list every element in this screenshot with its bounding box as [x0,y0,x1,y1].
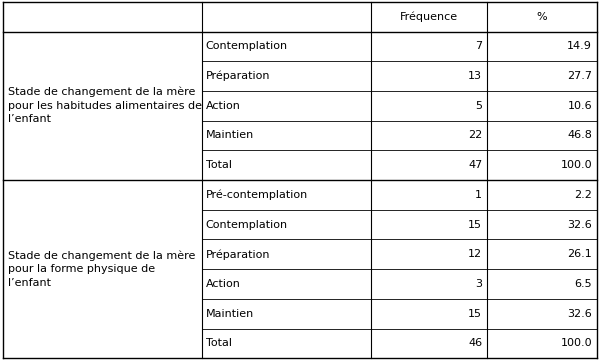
Text: Total: Total [206,338,232,348]
Text: Stade de changement de la mère: Stade de changement de la mère [8,87,195,97]
Text: Total: Total [206,160,232,170]
Text: 32.6: 32.6 [568,309,592,319]
Text: Contemplation: Contemplation [206,41,288,51]
Text: 1: 1 [475,190,482,200]
Text: 6.5: 6.5 [575,279,592,289]
Text: Maintien: Maintien [206,130,254,140]
Text: 47: 47 [468,160,482,170]
Text: 100.0: 100.0 [560,160,592,170]
Text: Action: Action [206,279,241,289]
Text: Maintien: Maintien [206,309,254,319]
Text: pour les habitudes alimentaires de: pour les habitudes alimentaires de [8,101,202,111]
Text: 32.6: 32.6 [568,220,592,230]
Text: 5: 5 [475,101,482,111]
Text: 13: 13 [469,71,482,81]
Text: 22: 22 [468,130,482,140]
Text: 46.8: 46.8 [568,130,592,140]
Text: Fréquence: Fréquence [400,12,458,22]
Text: 7: 7 [475,41,482,51]
Text: l’enfant: l’enfant [8,114,51,125]
Text: Préparation: Préparation [206,249,270,260]
Text: 100.0: 100.0 [560,338,592,348]
Text: 10.6: 10.6 [568,101,592,111]
Text: 3: 3 [475,279,482,289]
Text: Contemplation: Contemplation [206,220,288,230]
Text: 2.2: 2.2 [574,190,592,200]
Text: pour la forme physique de: pour la forme physique de [8,264,155,274]
Text: 15: 15 [469,309,482,319]
Text: 26.1: 26.1 [568,249,592,259]
Text: Stade de changement de la mère: Stade de changement de la mère [8,250,195,261]
Text: 14.9: 14.9 [568,41,592,51]
Text: %: % [537,12,547,22]
Text: Préparation: Préparation [206,71,270,81]
Text: l’enfant: l’enfant [8,278,51,288]
Text: 15: 15 [469,220,482,230]
Text: 46: 46 [468,338,482,348]
Text: 27.7: 27.7 [567,71,592,81]
Text: Action: Action [206,101,241,111]
Text: Pré-contemplation: Pré-contemplation [206,190,308,200]
Text: 12: 12 [468,249,482,259]
